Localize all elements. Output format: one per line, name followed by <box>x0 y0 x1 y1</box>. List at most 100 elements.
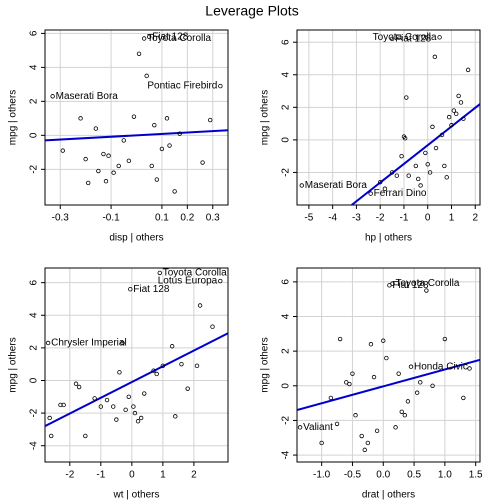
point <box>47 415 52 421</box>
chart-title: Leverage Plots <box>205 3 298 19</box>
point <box>172 189 177 194</box>
x-tick-label: 0.3 <box>206 213 220 224</box>
point <box>456 93 461 99</box>
x-tick-label: -0.5 <box>344 470 362 481</box>
point <box>297 425 303 430</box>
y-tick-label: -2 <box>29 408 40 417</box>
point <box>381 338 386 343</box>
point <box>334 421 340 427</box>
point <box>114 417 119 422</box>
point <box>465 67 471 73</box>
y-tick-label: 4 <box>29 64 40 70</box>
point <box>197 303 203 308</box>
point-label: Toyota Corolla <box>163 268 227 279</box>
point <box>299 183 304 188</box>
x-tick-label: -5 <box>304 213 313 224</box>
point-label: Toyota Corolla <box>396 278 460 289</box>
point <box>337 336 343 342</box>
plot-frame <box>44 267 229 463</box>
point <box>151 368 156 373</box>
point <box>83 433 88 439</box>
point <box>319 440 324 446</box>
point <box>432 54 438 60</box>
point <box>350 371 355 376</box>
point <box>157 270 162 276</box>
point <box>194 363 200 369</box>
y-axis-label: mpg | others <box>260 90 271 145</box>
point <box>164 116 170 121</box>
point-label: Ferrari Dino <box>374 188 427 199</box>
point <box>430 383 435 388</box>
point <box>368 191 373 196</box>
x-axis-label: hp | others <box>365 233 412 244</box>
point <box>414 390 420 395</box>
point-label: Fiat 128 <box>152 31 189 42</box>
point <box>60 148 65 153</box>
point <box>147 34 152 39</box>
x-tick-label: 1 <box>160 470 166 481</box>
point <box>424 288 429 293</box>
point <box>167 143 172 148</box>
point-label: Toyota Corolla <box>147 33 211 44</box>
x-axis-label: drat | others <box>362 490 415 501</box>
point <box>185 386 190 391</box>
y-tick-label: 4 <box>29 312 40 318</box>
x-axis-label: wt | others <box>113 490 160 501</box>
y-tick-label: 4 <box>281 313 292 319</box>
point <box>418 183 423 188</box>
point <box>418 380 423 385</box>
point <box>177 131 182 136</box>
point <box>439 132 445 138</box>
point <box>449 123 454 128</box>
point <box>382 186 388 191</box>
point <box>111 404 116 409</box>
point-label: Fiat 128 <box>392 280 429 291</box>
point <box>141 36 147 41</box>
point <box>78 116 83 121</box>
fit-line <box>351 103 480 205</box>
x-tick-label: -2 <box>65 470 74 481</box>
point <box>405 399 411 404</box>
point <box>399 153 404 159</box>
point <box>200 160 205 165</box>
point <box>123 407 128 413</box>
point <box>442 336 448 342</box>
point <box>413 163 419 169</box>
y-tick-label: 2 <box>281 104 292 110</box>
x-tick-label: 1 <box>449 213 455 224</box>
point <box>437 35 442 40</box>
point <box>389 170 395 175</box>
point <box>149 163 154 169</box>
y-tick-label: 2 <box>29 98 40 104</box>
x-tick-label: 1.0 <box>438 470 452 481</box>
fit-line <box>45 129 228 142</box>
x-tick-label: -1 <box>399 213 408 224</box>
point <box>328 395 334 401</box>
point-label: Maserati Bora <box>305 180 368 191</box>
point <box>218 83 223 89</box>
point <box>396 371 401 376</box>
point-label: Fiat 128 <box>133 284 170 295</box>
point <box>76 384 82 390</box>
point <box>126 394 131 399</box>
point <box>179 361 184 367</box>
x-tick-label: 2 <box>191 470 197 481</box>
x-tick-label: 1.5 <box>469 470 483 481</box>
y-tick-label: 2 <box>29 345 40 351</box>
y-tick-label: 6 <box>29 30 40 36</box>
point <box>208 117 213 123</box>
fit-line <box>45 332 228 428</box>
fit-line <box>297 358 480 412</box>
point <box>458 100 464 105</box>
point <box>390 281 395 286</box>
point <box>365 440 371 446</box>
point <box>131 404 136 409</box>
x-tick-label: 0.1 <box>155 213 169 224</box>
x-tick-label: 0.2 <box>180 213 194 224</box>
plot-frame <box>296 29 481 206</box>
point <box>454 111 459 117</box>
point <box>371 374 377 380</box>
point <box>368 342 374 347</box>
point <box>103 179 109 184</box>
point-label: Pontiac Firebird <box>147 81 217 92</box>
